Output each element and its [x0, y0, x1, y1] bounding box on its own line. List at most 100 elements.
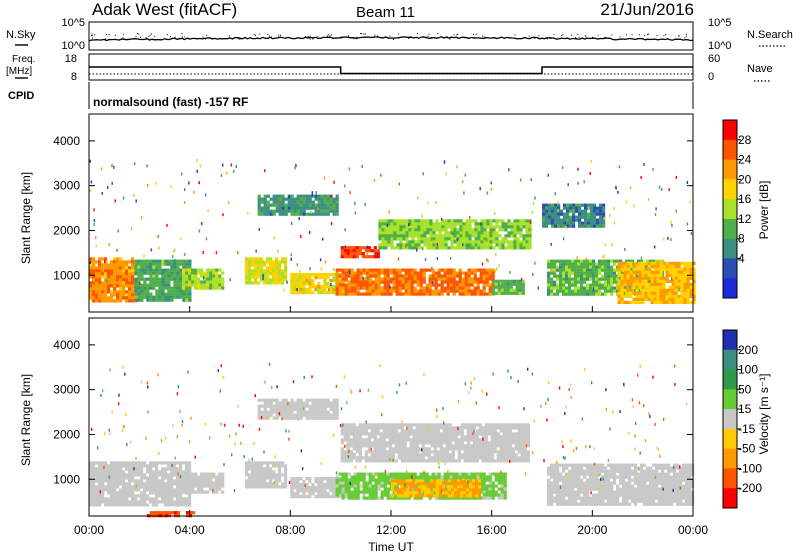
power-cell	[568, 260, 571, 263]
power-cell	[146, 299, 149, 302]
power-cell	[393, 228, 396, 231]
power-cell	[302, 273, 305, 276]
power-cell	[164, 296, 167, 299]
power-cell	[557, 225, 560, 228]
vel-cell	[110, 479, 113, 482]
power-cell	[396, 284, 399, 287]
power-cell	[350, 255, 353, 258]
power-cell	[648, 268, 651, 271]
vel-cell	[158, 488, 161, 491]
vel-cell	[125, 500, 128, 503]
vel-cell	[453, 476, 456, 479]
vel-cell	[339, 485, 342, 488]
vel-cell	[113, 470, 116, 473]
power-cell	[179, 275, 182, 278]
power-cell	[113, 257, 116, 260]
vel-cell	[296, 489, 299, 492]
power-cell	[267, 204, 270, 207]
power-cell	[372, 269, 375, 272]
power-cell	[574, 275, 577, 278]
vel-cell	[137, 494, 140, 497]
vel-cell	[341, 447, 344, 450]
vel-cell	[302, 492, 305, 495]
power-cell	[320, 273, 323, 276]
power-cell	[592, 266, 595, 269]
power-cell	[161, 287, 164, 290]
power-cell	[396, 243, 399, 246]
vel-cell	[436, 491, 439, 494]
vel-cell	[270, 405, 273, 408]
vel-cell	[95, 494, 98, 497]
power-cell	[642, 283, 645, 286]
power-cell	[426, 240, 429, 243]
power-cell	[176, 260, 179, 263]
vel-cell	[412, 491, 415, 494]
vel-cell	[353, 438, 356, 441]
vel-cell	[300, 399, 303, 402]
power-cell	[131, 260, 134, 263]
vel-cell	[344, 450, 347, 453]
vel-cell	[475, 494, 478, 497]
vel-cell	[164, 473, 167, 476]
vel-cell	[206, 491, 209, 494]
power-cell	[589, 269, 592, 272]
vel-cell	[495, 491, 498, 494]
vel-cell	[257, 464, 260, 467]
power-scatter-point	[608, 284, 609, 287]
power-cell	[468, 225, 471, 228]
power-cell	[498, 228, 501, 231]
power-cell	[411, 234, 414, 237]
power-cell	[326, 273, 329, 276]
date-title: 21/Jun/2016	[600, 0, 694, 19]
nsearch-point	[154, 36, 155, 37]
power-cell	[438, 246, 441, 249]
power-cell	[333, 207, 336, 210]
power-cell	[92, 296, 95, 299]
power-cell	[577, 275, 580, 278]
power-cell	[408, 293, 411, 296]
power-cell	[155, 278, 158, 281]
vel-cell	[107, 488, 110, 491]
power-cell	[323, 273, 326, 276]
power-cell	[179, 272, 182, 275]
power-cell	[456, 234, 459, 237]
power-cell	[480, 293, 483, 296]
vel-cell	[92, 461, 95, 464]
power-scatter-point	[667, 237, 668, 240]
power-cell	[176, 266, 179, 269]
vel-cell	[400, 488, 403, 491]
power-cell	[266, 260, 269, 263]
vel-cell	[254, 479, 257, 482]
power-cell	[429, 287, 432, 290]
vel-cell	[158, 491, 161, 494]
power-cell	[137, 266, 140, 269]
power-cell	[288, 210, 291, 213]
power-cell	[414, 272, 417, 275]
vel-cell	[501, 494, 504, 497]
power-cell	[381, 237, 384, 240]
vel-cell	[478, 479, 481, 482]
vel-cell	[203, 482, 206, 485]
power-cell	[672, 286, 675, 289]
vel-cell	[290, 480, 293, 483]
nsearch-point	[534, 38, 535, 39]
power-cell	[468, 293, 471, 296]
vel-cell	[104, 503, 107, 506]
vel-cell	[356, 432, 359, 435]
power-cell	[306, 213, 309, 216]
power-scatter-point	[643, 163, 644, 166]
power-cell	[290, 273, 293, 276]
power-cell	[261, 201, 264, 204]
power-cell	[426, 293, 429, 296]
power-cell	[510, 234, 513, 237]
vel-cell	[336, 482, 339, 485]
power-cell	[290, 282, 293, 285]
power-cell	[305, 291, 308, 294]
power-cell	[206, 275, 209, 278]
nsearch-point	[644, 35, 645, 36]
power-cell	[188, 260, 191, 263]
power-cell	[188, 263, 191, 266]
vel-cell	[258, 411, 261, 414]
power-cell	[480, 281, 483, 284]
power-cell	[309, 204, 312, 207]
